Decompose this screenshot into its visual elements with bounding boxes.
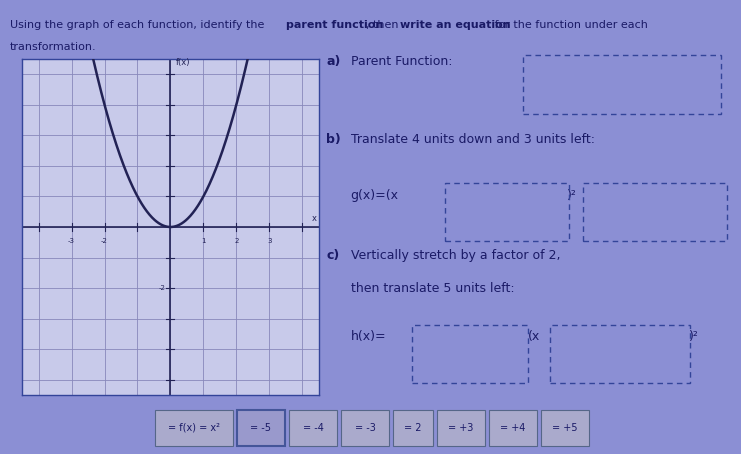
Text: -3: -3 xyxy=(68,238,75,244)
Text: then translate 5 units left:: then translate 5 units left: xyxy=(350,282,514,295)
Text: f(x): f(x) xyxy=(176,58,190,67)
Bar xyxy=(155,410,233,446)
Text: 3: 3 xyxy=(267,238,271,244)
Text: for the function under each: for the function under each xyxy=(491,20,648,30)
Text: )²: )² xyxy=(689,331,699,343)
Text: -2: -2 xyxy=(101,238,108,244)
Bar xyxy=(489,410,537,446)
Text: = 2: = 2 xyxy=(405,423,422,433)
Bar xyxy=(289,410,337,446)
Text: a): a) xyxy=(326,55,340,68)
Bar xyxy=(437,410,485,446)
Bar xyxy=(393,410,433,446)
Text: 2: 2 xyxy=(234,238,239,244)
Text: parent function: parent function xyxy=(286,20,383,30)
Text: x: x xyxy=(312,214,317,223)
Text: )²: )² xyxy=(567,189,576,202)
Text: g(x)=(x: g(x)=(x xyxy=(350,189,399,202)
Text: = f(x) = x²: = f(x) = x² xyxy=(168,423,220,433)
Text: c): c) xyxy=(326,248,339,262)
Text: = +4: = +4 xyxy=(500,423,525,433)
Bar xyxy=(237,410,285,446)
Text: = -3: = -3 xyxy=(354,423,376,433)
Text: = -4: = -4 xyxy=(302,423,323,433)
Text: , then: , then xyxy=(366,20,402,30)
Text: (x: (x xyxy=(528,331,539,343)
Text: write an equation: write an equation xyxy=(400,20,511,30)
Text: transformation.: transformation. xyxy=(10,42,96,52)
Bar xyxy=(541,410,589,446)
Text: Translate 4 units down and 3 units left:: Translate 4 units down and 3 units left: xyxy=(350,133,595,146)
Text: = +5: = +5 xyxy=(552,423,578,433)
Bar xyxy=(341,410,389,446)
Text: = +3: = +3 xyxy=(448,423,473,433)
Text: Parent Function:: Parent Function: xyxy=(350,55,452,68)
Text: b): b) xyxy=(326,133,341,146)
Text: Vertically stretch by a factor of 2,: Vertically stretch by a factor of 2, xyxy=(350,248,560,262)
Text: -2: -2 xyxy=(159,285,165,291)
Text: Using the graph of each function, identify the: Using the graph of each function, identi… xyxy=(10,20,268,30)
Text: 1: 1 xyxy=(201,238,205,244)
Text: = -5: = -5 xyxy=(250,423,271,433)
Text: h(x)=: h(x)= xyxy=(350,331,386,343)
